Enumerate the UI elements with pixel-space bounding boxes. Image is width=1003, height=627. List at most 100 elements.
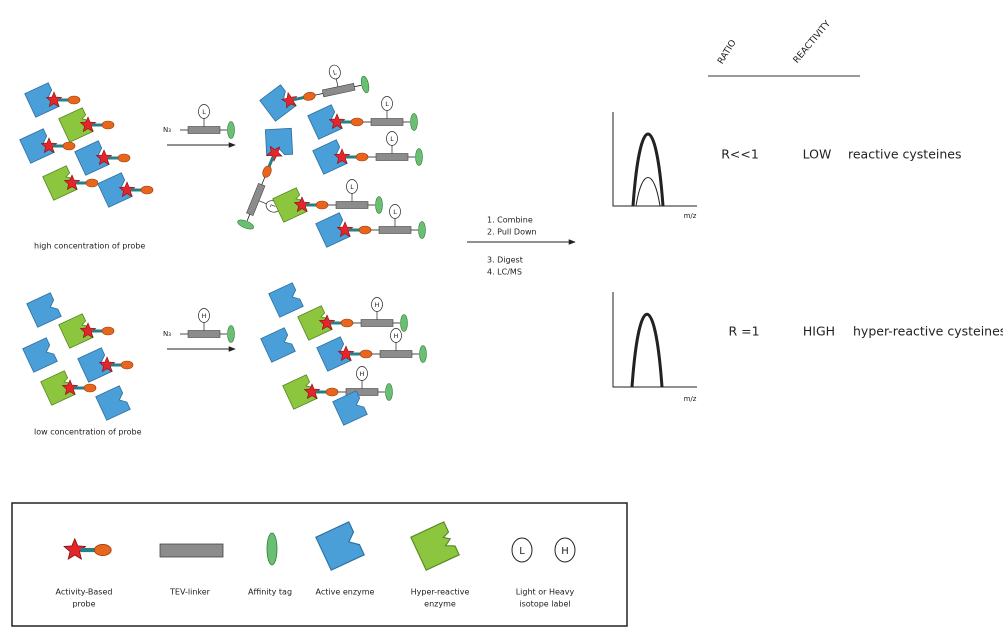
legend-label: Affinity tag <box>248 588 292 597</box>
legend-label: Activity-Based <box>56 588 113 597</box>
affinity-tag <box>416 149 423 166</box>
probe-handle <box>86 179 98 187</box>
probe-linker <box>269 157 273 167</box>
probe-handle <box>316 201 328 209</box>
construct <box>98 173 153 208</box>
legend-probe <box>64 539 111 559</box>
isotope-text: L <box>385 100 389 108</box>
tev-linker <box>376 154 408 161</box>
legend-label: TEV-linker <box>169 588 211 597</box>
affinity-tag <box>236 218 254 231</box>
reagent-line <box>315 93 323 95</box>
reagent-label: N₃ <box>163 126 171 134</box>
row-reactivity: LOW <box>803 147 832 162</box>
legend-label: Active enzyme <box>316 588 375 597</box>
isotope-text: H <box>394 332 399 340</box>
active-enzyme <box>316 522 364 570</box>
step: 2. Pull Down <box>487 228 537 237</box>
legend-label: enzyme <box>424 600 456 609</box>
hyper-reactive-enzyme <box>411 522 459 570</box>
active-enzyme <box>23 338 58 373</box>
affinity-tag <box>386 384 393 401</box>
probe-handle <box>84 384 96 392</box>
isotope-text: L <box>390 135 394 143</box>
construct: H <box>317 329 427 372</box>
construct: H <box>180 309 235 343</box>
active-enzyme <box>269 283 304 318</box>
legend-label: probe <box>72 600 95 609</box>
active-enzyme <box>261 328 296 363</box>
isotope-text: L <box>393 208 397 216</box>
active-enzyme <box>333 391 368 426</box>
probe-handle <box>356 153 368 161</box>
probe-handle <box>102 327 114 335</box>
tev-linker <box>336 202 368 209</box>
legend-isotope-text: H <box>561 546 569 557</box>
probe-handle <box>121 361 133 369</box>
affinity-tag <box>376 197 383 214</box>
construct <box>75 141 130 176</box>
isotope-text: L <box>202 108 206 116</box>
construct: L <box>180 105 235 139</box>
affinity-tag <box>228 326 235 343</box>
legend-hyper-enzyme <box>411 522 459 570</box>
construct: L <box>273 180 383 223</box>
legend-label: Light or Heavy <box>516 588 575 597</box>
isotope-text: L <box>350 183 354 191</box>
construct <box>78 348 133 383</box>
reagent-line <box>247 214 250 220</box>
step: 4. LC/MS <box>487 268 522 277</box>
tev-linker <box>188 331 220 338</box>
probe-handle <box>94 544 111 555</box>
probe-handle <box>68 96 80 104</box>
isotope-text: H <box>360 370 365 378</box>
legend-active-enzyme <box>316 522 364 570</box>
construct: L <box>313 132 423 175</box>
axis-label: m/z <box>684 395 697 403</box>
construct <box>96 386 131 421</box>
active-enzyme <box>96 386 131 421</box>
legend-label: Hyper-reactive <box>411 588 470 597</box>
construct <box>59 108 114 143</box>
probe-handle <box>341 319 353 327</box>
probe-handle <box>261 165 273 179</box>
probe-handle <box>141 186 153 194</box>
row-description: reactive cysteines <box>848 147 962 162</box>
condition-label: high concentration of probe <box>34 242 145 251</box>
condition-label: low concentration of probe <box>34 428 142 437</box>
probe-handle <box>63 142 75 150</box>
reagent-line <box>262 177 265 184</box>
label-stem <box>336 79 338 87</box>
step: 1. Combine <box>487 216 533 225</box>
tev-linker <box>247 183 265 215</box>
probe-handle <box>359 226 371 234</box>
legend-tev-linker <box>160 544 223 557</box>
construct <box>269 283 304 318</box>
construct <box>261 328 296 363</box>
construct: L <box>316 205 426 248</box>
tev-linker <box>188 127 220 134</box>
affinity-tag <box>420 346 427 363</box>
isotope-text: H <box>202 312 207 320</box>
spectrum-bottom <box>613 292 697 387</box>
reagent-label: N₃ <box>163 330 171 338</box>
affinity-tag <box>360 75 370 93</box>
active-enzyme <box>27 293 62 328</box>
construct <box>333 391 368 426</box>
header-reactivity: REACTIVITY <box>792 19 834 66</box>
affinity-tag <box>419 222 426 239</box>
legend-label: isotope label <box>519 600 570 609</box>
tev-linker <box>380 351 412 358</box>
probe-handle <box>360 350 372 358</box>
tev-linker <box>361 320 393 327</box>
construct <box>27 293 62 328</box>
active-enzyme <box>265 128 292 155</box>
construct: L <box>308 97 418 140</box>
spectrum-top <box>613 112 697 206</box>
probe-handle <box>303 91 316 101</box>
probe-handle <box>118 154 130 162</box>
affinity-tag <box>401 315 408 332</box>
tev-linker <box>379 227 411 234</box>
header-ratio: RATIO <box>716 38 739 66</box>
tev-linker <box>371 119 403 126</box>
